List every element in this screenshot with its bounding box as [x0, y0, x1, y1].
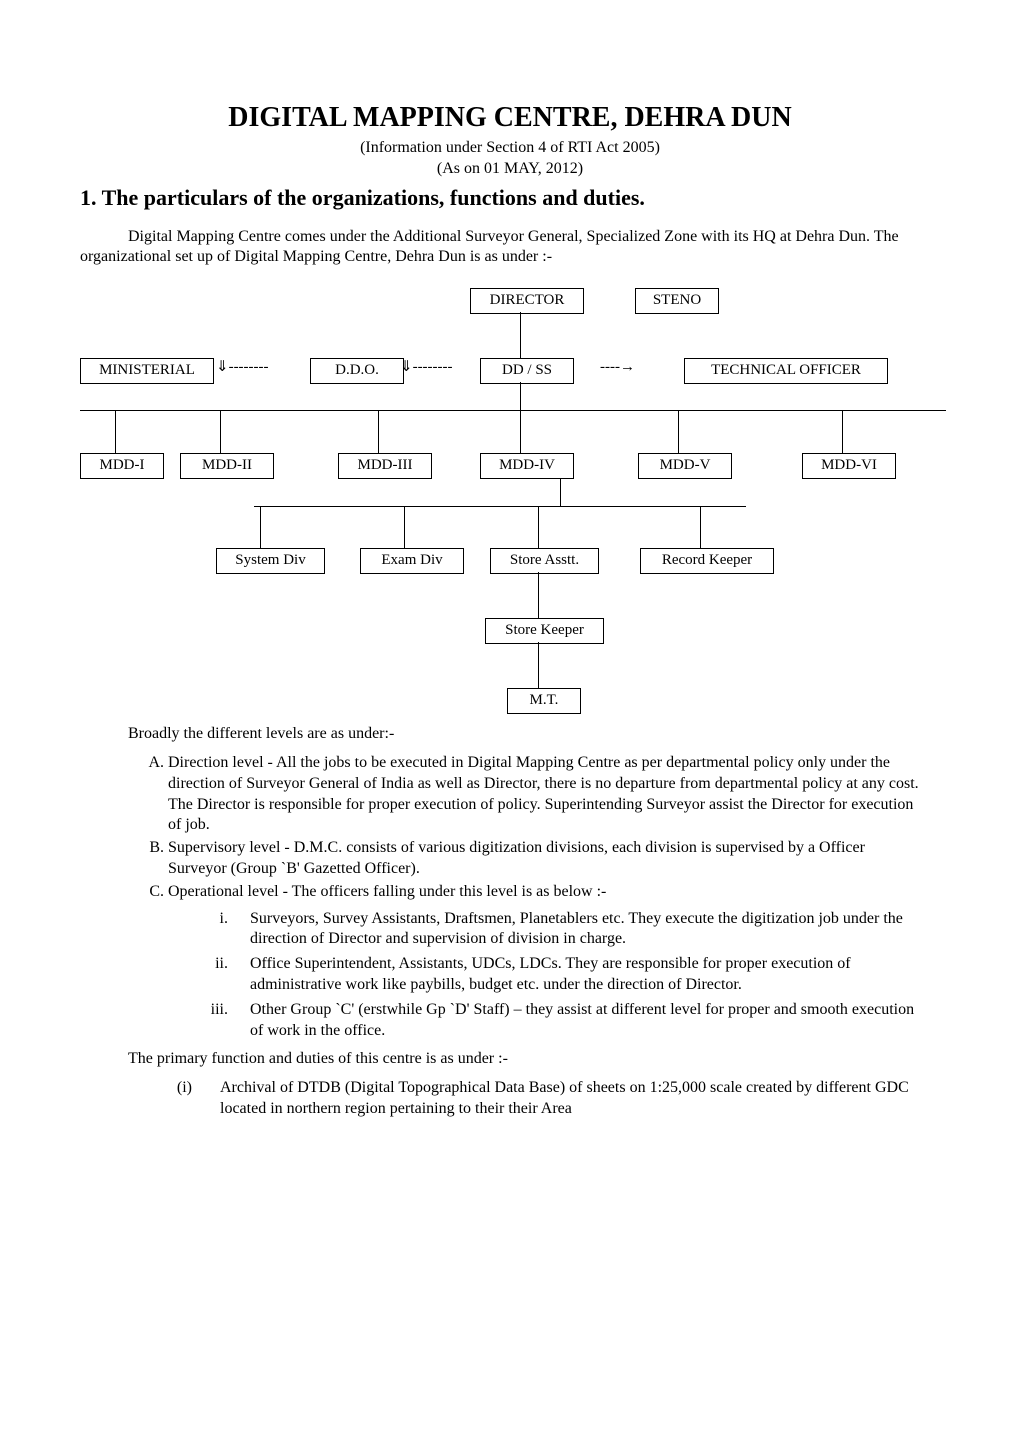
node-mdd4: MDD-IV	[480, 453, 574, 479]
node-record-keeper: Record Keeper	[640, 548, 774, 574]
op-item-3: Other Group `C' (erstwhile Gp `D' Staff)…	[232, 1000, 920, 1042]
node-tech-officer: TECHNICAL OFFICER	[684, 358, 888, 384]
subtitle-line-2: (As on 01 MAY, 2012)	[80, 159, 940, 180]
duties-intro: The primary function and duties of this …	[128, 1049, 940, 1070]
node-ddo: D.D.O.	[310, 358, 404, 384]
op-item-1: Surveyors, Survey Assistants, Draftsmen,…	[232, 909, 920, 951]
level-direction: Direction level - All the jobs to be exe…	[168, 753, 920, 836]
node-mdd6: MDD-VI	[802, 453, 896, 479]
levels-intro: Broadly the different levels are as unde…	[80, 724, 940, 745]
node-mdd5: MDD-V	[638, 453, 732, 479]
op-item-2: Office Superintendent, Assistants, UDCs,…	[232, 954, 920, 996]
duties-list: Archival of DTDB (Digital Topographical …	[200, 1078, 940, 1120]
level-operational-text: Operational level - The officers falling…	[168, 883, 606, 900]
node-director: DIRECTOR	[470, 288, 584, 314]
node-store-asstt: Store Asstt.	[490, 548, 599, 574]
level-supervisory: Supervisory level - D.M.C. consists of v…	[168, 838, 920, 880]
section-heading: 1. The particulars of the organizations,…	[80, 184, 940, 213]
node-system-div: System Div	[216, 548, 325, 574]
duty-item-1: Archival of DTDB (Digital Topographical …	[200, 1078, 940, 1120]
node-ddss: DD / SS	[480, 358, 574, 384]
page-title: DIGITAL MAPPING CENTRE, DEHRA DUN	[80, 100, 940, 136]
node-mdd3: MDD-III	[338, 453, 432, 479]
node-steno: STENO	[635, 288, 719, 314]
intro-paragraph: Digital Mapping Centre comes under the A…	[80, 227, 940, 269]
org-chart: DIRECTOR STENO MINISTERIAL D.D.O. DD / S…	[80, 288, 950, 718]
node-ministerial: MINISTERIAL	[80, 358, 214, 384]
subtitle-line-1: (Information under Section 4 of RTI Act …	[80, 138, 940, 159]
connector-symbol-2: ⇓--------	[400, 358, 453, 378]
node-store-keeper: Store Keeper	[485, 618, 604, 644]
node-exam-div: Exam Div	[360, 548, 464, 574]
node-mdd2: MDD-II	[180, 453, 274, 479]
operational-sublist: Surveyors, Survey Assistants, Draftsmen,…	[232, 909, 920, 1042]
node-mt: M.T.	[507, 688, 581, 714]
node-mdd1: MDD-I	[80, 453, 164, 479]
levels-list: Direction level - All the jobs to be exe…	[140, 753, 940, 1041]
level-operational: Operational level - The officers falling…	[168, 882, 920, 1042]
connector-symbol-3: ----→	[600, 358, 635, 378]
connector-symbol-1: ⇓--------	[216, 358, 269, 378]
